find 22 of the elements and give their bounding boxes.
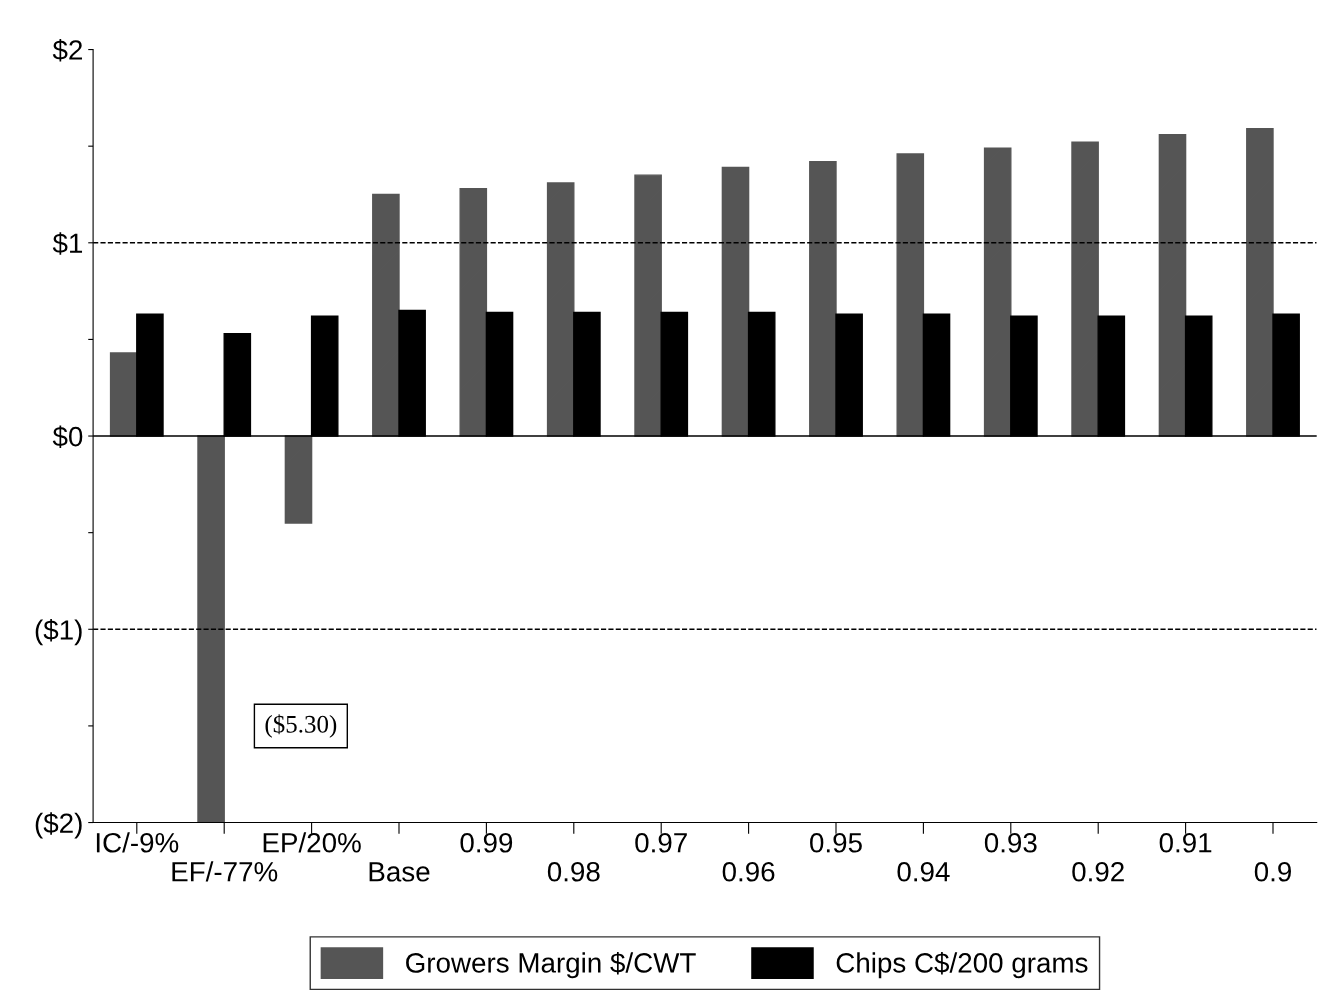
x-tick-label: 0.91 (1159, 832, 1212, 853)
x-tick-label: Base (369, 862, 430, 882)
x-tick-label: 0.94 (897, 861, 950, 882)
y-tick-label: ($1) (35, 619, 82, 646)
x-tick-label: 0.9 (1254, 861, 1291, 882)
legend-label: Growers Margin $/CWT (406, 951, 696, 979)
x-tick-label: 0.92 (1072, 861, 1124, 882)
x-tick-label: 0.98 (547, 861, 600, 882)
y-tick-label: ($2) (35, 812, 82, 839)
annotation: ($5.30) (265, 714, 337, 738)
y-tick-label: $1 (52, 232, 83, 255)
x-tick-label: 0.93 (984, 832, 1037, 853)
y-tick-label: $0 (52, 425, 83, 449)
x-tick-label: 0.96 (722, 861, 775, 882)
x-tick-label: 0.97 (635, 832, 687, 853)
x-tick-label: IC/-9% (96, 832, 179, 853)
x-tick-label: 0.99 (460, 832, 513, 853)
x-tick-label: EP/20% (263, 832, 361, 853)
x-tick-label: EF/-77% (172, 861, 278, 882)
y-tick-label: $2 (52, 39, 82, 62)
legend-label: Chips C$/200 grams (836, 951, 1088, 979)
x-tick-label: 0.95 (810, 832, 862, 853)
